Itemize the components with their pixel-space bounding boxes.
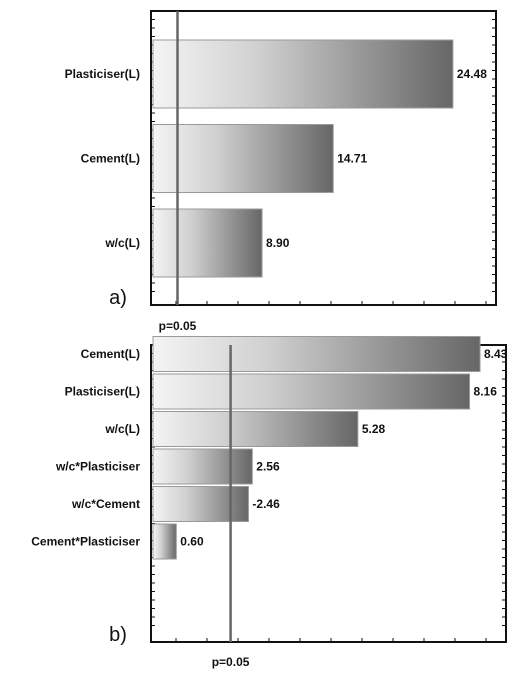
value-label: 8.90 — [266, 236, 290, 250]
value-label: 2.56 — [256, 460, 280, 474]
significance-label: p=0.05 — [159, 319, 197, 333]
bar — [152, 124, 334, 193]
chart-panel-1: Plasticiser(L) 24.48 Cement(L) 14.71 w/c(L) 8… — [65, 10, 497, 333]
category-label: Plasticiser(L) — [65, 67, 140, 81]
category-label: w/c(L) — [104, 422, 140, 436]
value-label: -2.46 — [252, 497, 280, 511]
value-label: 0.60 — [180, 535, 204, 549]
bar — [152, 336, 481, 372]
chart-panel-2: Cement(L) 8.43 Plasticiser(L) 8.16 w/c(L) 5.2… — [31, 336, 508, 669]
bar — [152, 208, 263, 278]
category-label: Plasticiser(L) — [65, 385, 140, 399]
panel-label: b) — [109, 624, 127, 646]
plot-frame — [150, 10, 497, 306]
value-label: 8.16 — [474, 385, 498, 399]
category-label: w/c(L) — [104, 236, 140, 250]
category-label: Cement*Plasticiser — [31, 535, 140, 549]
panel-label: a) — [109, 287, 127, 309]
value-label: 5.28 — [362, 422, 386, 436]
value-label: 8.43 — [484, 347, 508, 361]
category-label: w/c*Cement — [71, 497, 140, 511]
bar — [152, 411, 359, 447]
value-label: 14.71 — [337, 152, 367, 166]
category-label: w/c*Plasticiser — [55, 460, 140, 474]
bar — [152, 448, 253, 485]
bar — [152, 373, 471, 410]
bar — [152, 486, 249, 522]
bar — [152, 39, 454, 109]
category-label: Cement(L) — [81, 152, 140, 166]
category-label: Cement(L) — [81, 347, 140, 361]
bar — [152, 523, 177, 560]
value-label: 24.48 — [457, 67, 487, 81]
significance-label: p=0.05 — [212, 655, 250, 669]
